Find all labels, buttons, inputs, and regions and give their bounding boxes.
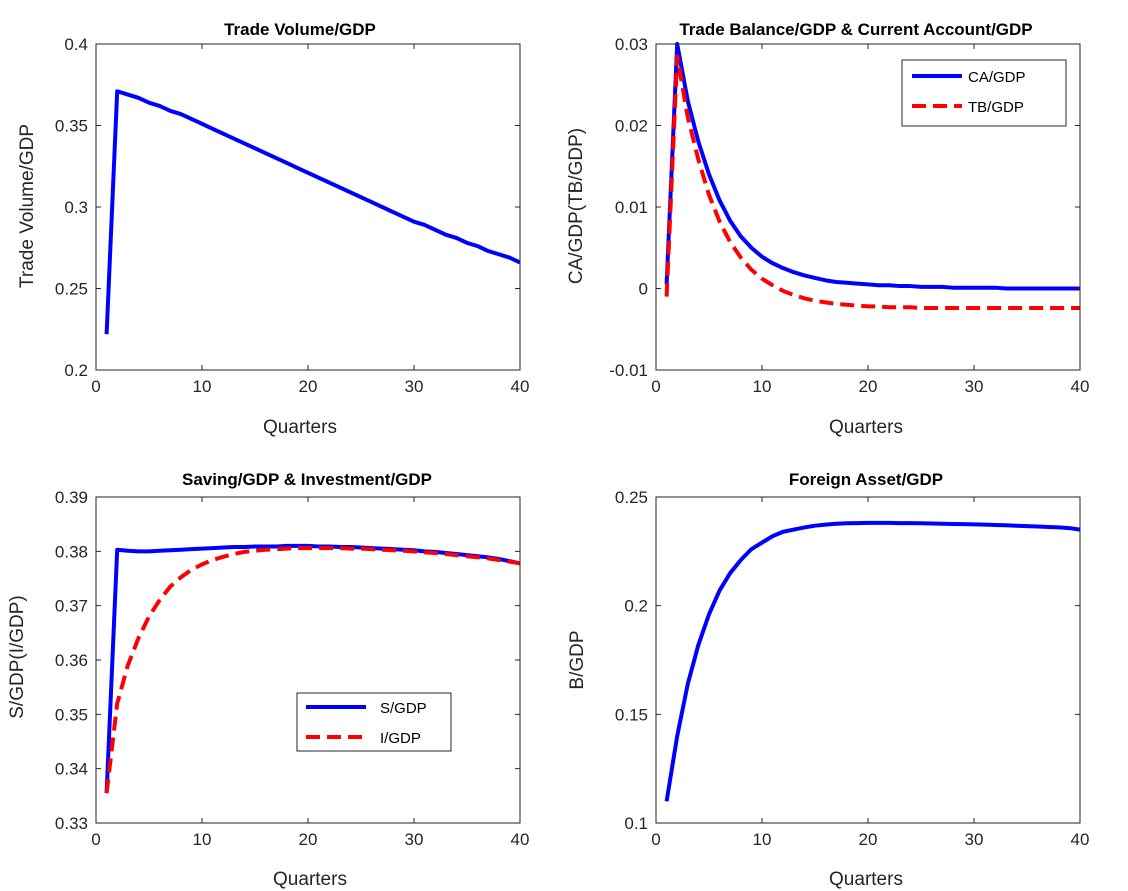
y-tick-label: 0.36 — [55, 651, 88, 670]
x-tick-label: 10 — [753, 377, 772, 396]
y-tick-label: 0.37 — [55, 597, 88, 616]
y-tick-label: 0.34 — [55, 760, 88, 779]
x-tick-label: 20 — [859, 830, 878, 849]
legend-label-s: S/GDP — [380, 700, 427, 717]
x-tick-label: 20 — [859, 377, 878, 396]
legend: S/GDP I/GDP — [296, 692, 452, 752]
y-tick-label: 0.02 — [615, 117, 648, 136]
y-axis-label: Trade Volume/GDP — [17, 124, 38, 288]
y-tick-label: 0.25 — [55, 280, 88, 299]
y-tick-label: 0.01 — [615, 198, 648, 217]
x-axis-label: Quarters — [273, 869, 347, 890]
legend-box — [296, 692, 452, 752]
y-axis-label: B/GDP — [567, 630, 588, 689]
x-tick-label: 40 — [1071, 830, 1090, 849]
panel-title: Saving/GDP & Investment/GDP — [182, 470, 432, 489]
panel-foreign-asset: Foreign Asset/GDP Quarters B/GDP — [567, 470, 943, 890]
y-tick-label: 0.33 — [55, 814, 88, 833]
y-tick-label: -0.01 — [609, 361, 648, 380]
y-tick-label: 0.38 — [55, 542, 88, 561]
y-tick-label: 0 — [639, 280, 648, 299]
x-tick-label: 0 — [91, 830, 100, 849]
y-tick-label: 0.15 — [615, 705, 648, 724]
legend-label-tb: TB/GDP — [968, 99, 1024, 116]
series-line-0 — [664, 42, 1080, 291]
y-axis-label: S/GDP(I/GDP) — [7, 595, 28, 719]
plot-3: 0 10 20 30 40 0.1 0.15 0.2 0.25 — [615, 488, 1090, 849]
x-tick-label: 10 — [753, 830, 772, 849]
x-tick-label: 30 — [405, 830, 424, 849]
y-axis-label: CA/GDP(TB/GDP) — [566, 128, 587, 284]
y-tick-label: 0.1 — [624, 814, 648, 833]
x-tick-label: 40 — [1071, 377, 1090, 396]
x-tick-label: 20 — [299, 830, 318, 849]
legend-label-i: I/GDP — [380, 730, 421, 747]
panel-title: Foreign Asset/GDP — [789, 470, 943, 489]
x-tick-label: 20 — [299, 377, 318, 396]
y-tick-label: 0.2 — [64, 361, 88, 380]
y-tick-label: 0.35 — [55, 705, 88, 724]
x-tick-label: 10 — [193, 377, 212, 396]
panel-title: Trade Balance/GDP & Current Account/GDP — [679, 20, 1032, 39]
x-axis-label: Quarters — [829, 417, 903, 438]
plot-2: 0 10 20 30 40 0.33 0.34 0.35 0.36 0.37 0.38 0.39 — [55, 488, 530, 849]
plot-0: 0 10 20 30 40 0.2 0.25 0.3 0.35 0.4 — [55, 35, 530, 396]
x-tick-label: 40 — [511, 377, 530, 396]
panel-trade-volume: Trade Volume/GDP Quarters Trade Volume/G… — [17, 20, 376, 438]
series-line-1 — [664, 54, 1080, 311]
plot-layer: 0 10 20 30 40 0.2 0.25 0.3 0.35 0.4 0 10 20 30 40 -0.01… — [55, 35, 1090, 849]
y-tick-label: 0.35 — [55, 117, 88, 136]
x-tick-label: 40 — [511, 830, 530, 849]
x-tick-label: 0 — [91, 377, 100, 396]
legend-label-ca: CA/GDP — [968, 69, 1026, 86]
x-tick-label: 30 — [965, 830, 984, 849]
x-tick-label: 0 — [651, 377, 660, 396]
x-tick-label: 0 — [651, 830, 660, 849]
panel-trade-balance: Trade Balance/GDP & Current Account/GDP … — [566, 20, 1033, 438]
panel-saving-investment: Saving/GDP & Investment/GDP Quarters S/G… — [7, 470, 432, 890]
series-line-0 — [664, 520, 1081, 802]
x-axis-label: Quarters — [829, 869, 903, 890]
y-tick-label: 0.3 — [64, 198, 88, 217]
x-tick-label: 10 — [193, 830, 212, 849]
y-tick-label: 0.4 — [64, 35, 88, 54]
x-tick-label: 30 — [965, 377, 984, 396]
y-tick-label: 0.25 — [615, 488, 648, 507]
y-tick-label: 0.39 — [55, 488, 88, 507]
x-tick-label: 30 — [405, 377, 424, 396]
legend-box — [901, 59, 1067, 127]
y-tick-label: 0.2 — [624, 597, 648, 616]
y-tick-label: 0.03 — [615, 35, 648, 54]
series-line-0 — [104, 89, 521, 335]
legend: CA/GDP TB/GDP — [901, 59, 1067, 127]
panel-title: Trade Volume/GDP — [224, 20, 376, 39]
x-axis-label: Quarters — [263, 417, 337, 438]
series-line-1 — [104, 546, 521, 794]
